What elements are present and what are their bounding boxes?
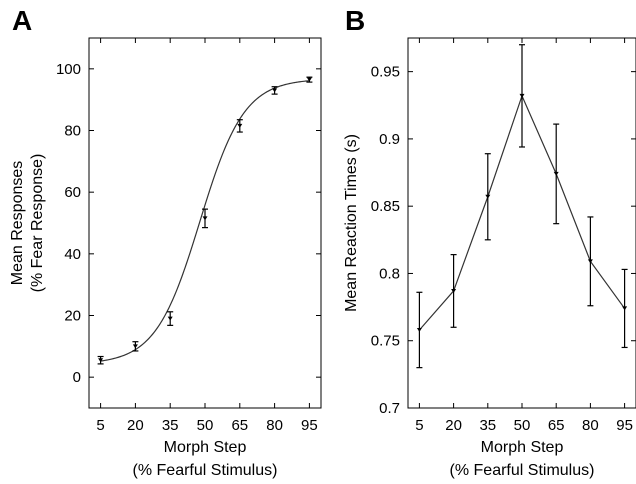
y-axis-b: 0.7 0.75 0.8 0.85 0.9 0.95 <box>371 64 636 417</box>
x-axis-b: 5 20 35 50 65 80 95 <box>415 38 633 434</box>
y-axis-title-b: Mean Reaction Times (s) <box>343 134 360 312</box>
y-tick-label: 20 <box>64 308 81 325</box>
x-tick-label: 65 <box>231 417 248 434</box>
x-tick-label: 35 <box>479 417 496 434</box>
y-tick-label: 0 <box>73 369 81 386</box>
x-tick-label: 5 <box>96 417 104 434</box>
x-axis-title-b-line1: Morph Step <box>481 439 564 456</box>
x-tick-label: 80 <box>582 417 599 434</box>
x-tick-label: 20 <box>445 417 462 434</box>
data-point <box>132 344 138 349</box>
data-point <box>272 88 278 93</box>
data-point <box>485 194 491 199</box>
data-point <box>553 171 559 176</box>
x-tick-label: 20 <box>127 417 144 434</box>
x-axis-title-a-line1: Morph Step <box>164 439 247 456</box>
data-point <box>451 288 457 293</box>
x-tick-label: 95 <box>616 417 633 434</box>
x-tick-label: 35 <box>162 417 179 434</box>
y-axis-title-a-line2: (% Fear Response) <box>29 154 46 293</box>
x-tick-label: 95 <box>301 417 318 434</box>
y-tick-label: 0.9 <box>379 131 400 148</box>
data-point <box>98 358 104 363</box>
panel-letter-a: A <box>12 5 32 36</box>
panel-b: B 0.7 0.75 0.8 0.85 0.9 0.95 5 20 35 50 65 80 95 Me… <box>343 5 636 479</box>
y-tick-label: 100 <box>56 61 81 78</box>
plot-area-a <box>97 76 313 365</box>
x-tick-label: 65 <box>548 417 565 434</box>
y-tick-label: 0.8 <box>379 265 400 282</box>
data-point <box>167 316 173 321</box>
plot-area-b <box>416 44 628 369</box>
y-tick-label: 60 <box>64 184 81 201</box>
y-tick-label: 0.95 <box>371 64 400 81</box>
data-point <box>622 306 628 311</box>
data-point <box>202 216 208 221</box>
y-tick-label: 0.85 <box>371 198 400 215</box>
x-axis-a: 5 20 35 50 65 80 95 <box>96 38 318 434</box>
data-point <box>306 77 312 82</box>
panel-letter-b: B <box>345 5 365 36</box>
y-axis-title-a-line1: Mean Responses <box>9 161 26 286</box>
y-tick-label: 0.75 <box>371 333 400 350</box>
y-axis-a: 0 20 40 60 80 100 <box>56 61 321 386</box>
y-tick-label: 0.7 <box>379 400 400 417</box>
x-tick-label: 80 <box>266 417 283 434</box>
x-tick-label: 50 <box>197 417 214 434</box>
x-tick-label: 50 <box>514 417 531 434</box>
x-axis-title-b-line2: (% Fearful Stimulus) <box>450 462 595 479</box>
data-point <box>519 93 525 98</box>
data-point <box>587 259 593 264</box>
data-point <box>416 327 422 332</box>
panel-a: A 0 20 40 60 80 100 5 20 35 50 65 80 95 Mean Respon… <box>9 5 322 479</box>
data-point <box>237 123 243 128</box>
x-tick-label: 5 <box>415 417 423 434</box>
x-axis-title-a-line2: (% Fearful Stimulus) <box>133 462 278 479</box>
y-tick-label: 40 <box>64 246 81 263</box>
y-tick-label: 80 <box>64 123 81 140</box>
